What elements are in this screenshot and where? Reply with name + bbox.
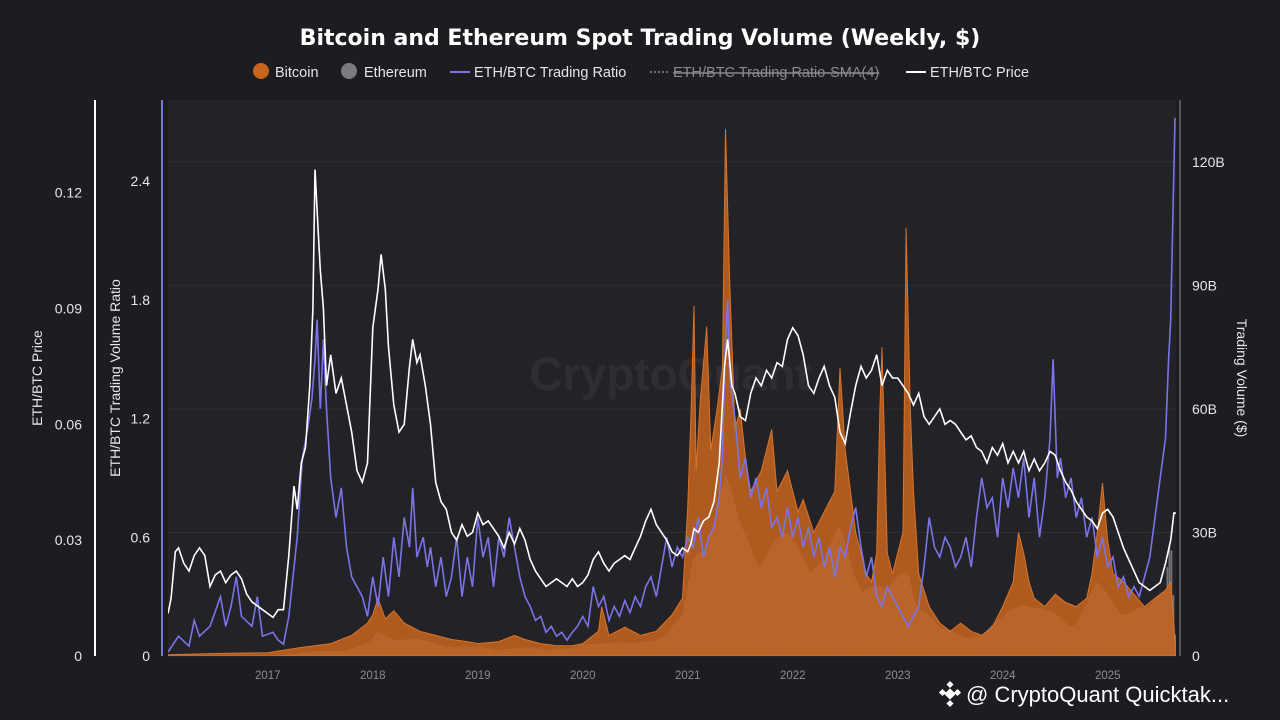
legend-item-eth-btc-price[interactable]: ETH/BTC Price bbox=[906, 65, 1029, 81]
legend-label: Bitcoin bbox=[275, 65, 319, 81]
legend-item-bitcoin[interactable]: Bitcoin bbox=[253, 63, 319, 81]
x-tick-label: 2018 bbox=[360, 670, 386, 682]
volume-tick-label: 60B bbox=[1192, 401, 1217, 417]
volume-axis-ticks: 0 30B 60B 90B 120B bbox=[1192, 154, 1225, 664]
ratio-tick-label: 0.6 bbox=[131, 529, 151, 545]
eth-btc-trading-ratio-line bbox=[168, 117, 1176, 653]
chart-title: Bitcoin and Ethereum Spot Trading Volume… bbox=[300, 26, 981, 51]
legend-label: ETH/BTC Price bbox=[930, 65, 1029, 81]
ratio-axis-label: ETH/BTC Trading Volume Ratio bbox=[107, 279, 123, 477]
legend-label: ETH/BTC Trading Ratio-SMA(4) bbox=[673, 65, 879, 81]
x-tick-label: 2021 bbox=[675, 670, 701, 682]
credit-text: @ CryptoQuant Quicktak... bbox=[966, 682, 1229, 707]
ethereum-legend-marker bbox=[341, 63, 357, 79]
eth-btc-price-line bbox=[168, 169, 1176, 619]
volume-axis-label: Trading Volume ($) bbox=[1234, 319, 1250, 438]
ratio-tick-label: 0 bbox=[142, 648, 150, 664]
bitcoin-legend-marker bbox=[253, 63, 269, 79]
ratio-tick-label: 1.8 bbox=[131, 292, 151, 308]
credit: @ CryptoQuant Quicktak... bbox=[938, 680, 1229, 708]
price-axis-label: ETH/BTC Price bbox=[29, 330, 45, 426]
cryptoquant-logo-icon bbox=[938, 680, 962, 708]
x-axis-ticks: 2017 2018 2019 2020 2021 2022 2023 2024 2025 bbox=[255, 670, 1121, 682]
price-tick-label: 0.12 bbox=[55, 185, 82, 201]
x-tick-label: 2024 bbox=[990, 670, 1016, 682]
volume-tick-label: 0 bbox=[1192, 648, 1200, 664]
volume-tick-label: 120B bbox=[1192, 154, 1225, 170]
ratio-tick-label: 2.4 bbox=[131, 173, 151, 189]
bitcoin-volume-area bbox=[168, 128, 1176, 656]
price-axis-ticks: 0 0.03 0.06 0.09 0.12 bbox=[55, 185, 82, 664]
x-tick-label: 2019 bbox=[465, 670, 491, 682]
x-tick-label: 2020 bbox=[570, 670, 596, 682]
price-tick-label: 0.09 bbox=[55, 301, 82, 317]
x-tick-label: 2025 bbox=[1095, 670, 1121, 682]
x-tick-label: 2017 bbox=[255, 670, 281, 682]
volume-tick-label: 90B bbox=[1192, 277, 1217, 293]
watermark: CryptoQuant bbox=[529, 348, 810, 400]
legend-label: Ethereum bbox=[364, 65, 427, 81]
price-tick-label: 0.03 bbox=[55, 532, 82, 548]
volume-tick-label: 30B bbox=[1192, 524, 1217, 540]
legend-label: ETH/BTC Trading Ratio bbox=[474, 65, 626, 81]
price-tick-label: 0.06 bbox=[55, 416, 82, 432]
x-tick-label: 2022 bbox=[780, 670, 806, 682]
legend-item-ethereum[interactable]: Ethereum bbox=[341, 63, 427, 81]
legend: Bitcoin Ethereum ETH/BTC Trading Ratio E… bbox=[253, 63, 1029, 81]
legend-item-eth-btc-trading-ratio[interactable]: ETH/BTC Trading Ratio bbox=[450, 65, 626, 81]
legend-item-eth-btc-trading-ratio-sma[interactable]: ETH/BTC Trading Ratio-SMA(4) bbox=[650, 65, 879, 81]
ratio-axis-ticks: 0 0.6 1.2 1.8 2.4 bbox=[131, 173, 151, 664]
x-tick-label: 2023 bbox=[885, 670, 911, 682]
price-tick-label: 0 bbox=[74, 648, 82, 664]
ratio-tick-label: 1.2 bbox=[131, 411, 151, 427]
